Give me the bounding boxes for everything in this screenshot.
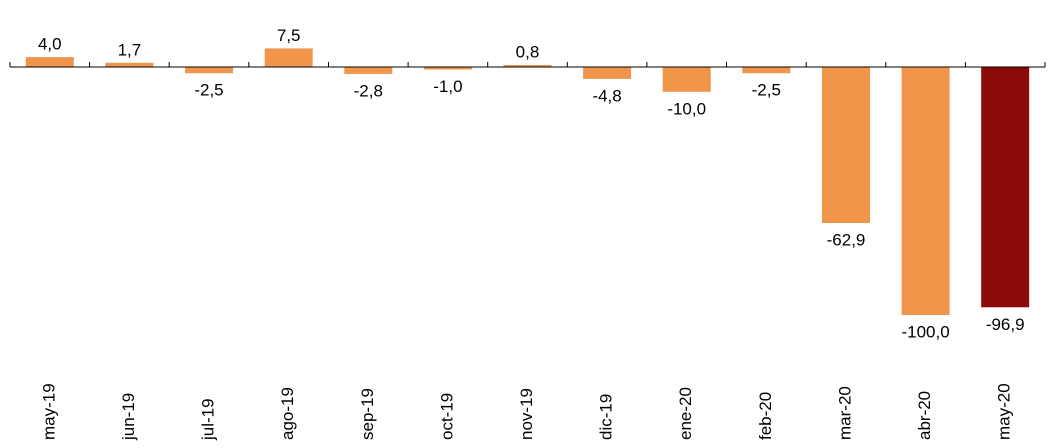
bar-jun-19 bbox=[105, 62, 154, 67]
data-label-mar-20: -62,9 bbox=[827, 230, 866, 249]
data-label-abr-20: -100,0 bbox=[901, 322, 949, 341]
x-axis bbox=[9, 62, 1046, 68]
bar-nov-19 bbox=[503, 65, 552, 67]
bar-ene-20 bbox=[662, 67, 711, 92]
data-label-ene-20: -10,0 bbox=[667, 99, 706, 118]
x-tick-label-may-19: may-19 bbox=[39, 383, 58, 440]
x-tick-label-may-20: may-20 bbox=[995, 383, 1014, 440]
data-label-may-19: 4,0 bbox=[38, 35, 62, 54]
bar-ago-19 bbox=[264, 48, 313, 67]
x-tick-label-ene-20: ene-20 bbox=[676, 387, 695, 440]
x-tick-label-jul-19: jul-19 bbox=[198, 398, 217, 441]
bar-feb-20 bbox=[742, 67, 791, 74]
x-tick-label-mar-20: mar-20 bbox=[835, 386, 854, 440]
data-label-oct-19: -1,0 bbox=[433, 77, 462, 96]
x-tick-label-nov-19: nov-19 bbox=[517, 388, 536, 440]
bars-group bbox=[25, 48, 1030, 315]
x-tick-label-sep-19: sep-19 bbox=[358, 388, 377, 440]
data-label-jun-19: 1,7 bbox=[118, 40, 142, 59]
bar-may-19 bbox=[25, 57, 74, 67]
data-label-ago-19: 7,5 bbox=[277, 26, 301, 45]
data-label-sep-19: -2,8 bbox=[354, 81, 383, 100]
data-label-may-20: -96,9 bbox=[986, 315, 1025, 334]
data-label-dic-19: -4,8 bbox=[592, 86, 621, 105]
x-tick-label-jun-19: jun-19 bbox=[119, 393, 138, 441]
x-tick-label-feb-20: feb-20 bbox=[756, 392, 775, 440]
data-label-feb-20: -2,5 bbox=[752, 81, 781, 100]
x-tick-label-oct-19: oct-19 bbox=[437, 393, 456, 440]
bar-may-20 bbox=[981, 67, 1030, 308]
bar-dic-19 bbox=[583, 67, 632, 79]
data-label-nov-19: 0,8 bbox=[516, 42, 540, 61]
value-labels-group: 4,0 1,7 -2,5 7,5 -2,8 -1,0 0,8 -4,8 -10,0 -2,5 -62… bbox=[38, 26, 1025, 342]
data-label-jul-19: -2,5 bbox=[194, 81, 223, 100]
bar-jul-19 bbox=[185, 67, 233, 74]
x-tick-label-abr-20: abr-20 bbox=[915, 391, 934, 440]
bar-mar-20 bbox=[822, 67, 870, 223]
bar-oct-19 bbox=[423, 67, 472, 70]
x-tick-label-dic-19: dic-19 bbox=[597, 394, 616, 440]
bar-abr-20 bbox=[901, 67, 950, 315]
x-tick-labels-group: may-19 jun-19 jul-19 ago-19 sep-19 oct-19 nov-… bbox=[39, 383, 1013, 441]
x-tick-label-ago-19: ago-19 bbox=[278, 387, 297, 440]
bar-sep-19 bbox=[344, 67, 393, 74]
